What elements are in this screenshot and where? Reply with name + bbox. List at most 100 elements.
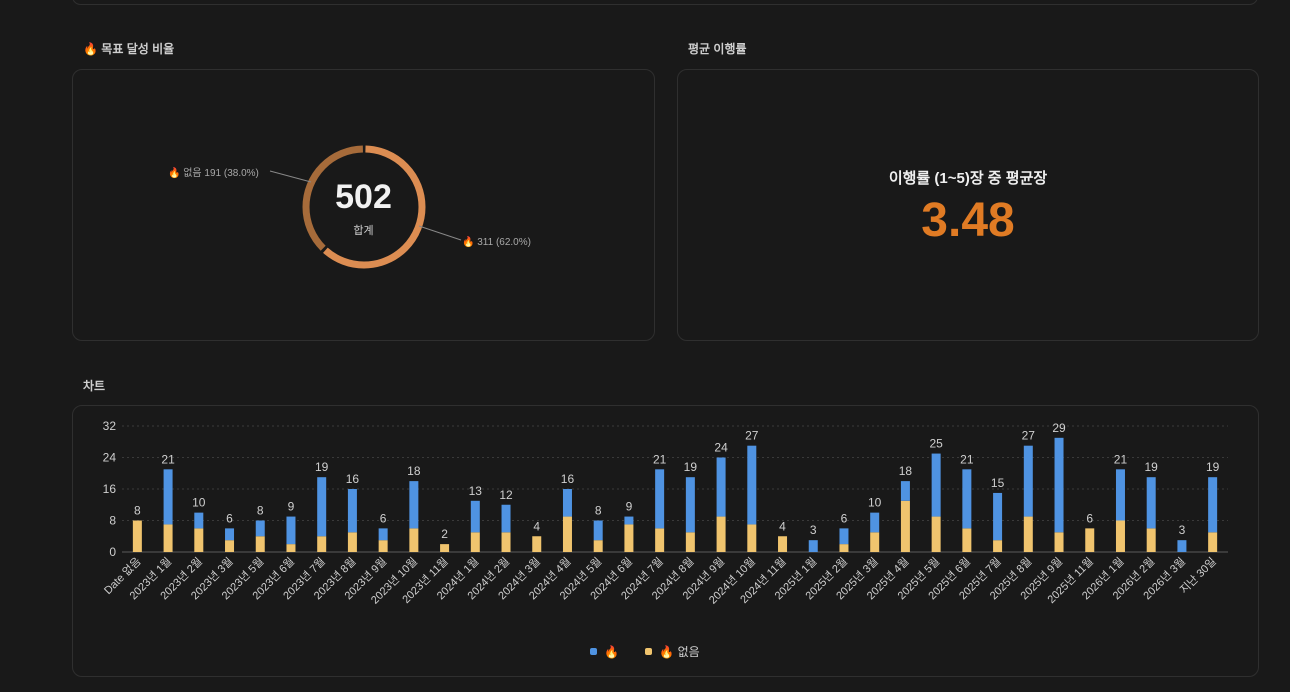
bar-total-label: 19	[1206, 460, 1220, 474]
bar-segment-none[interactable]	[163, 524, 173, 552]
bar-segment-fire[interactable]	[993, 492, 1003, 541]
bar-total-label: 6	[380, 511, 387, 525]
bar-segment-none[interactable]	[409, 528, 419, 552]
bar-segment-none[interactable]	[993, 540, 1003, 552]
bar-segment-none[interactable]	[1208, 532, 1218, 552]
bar-total-label: 2	[441, 527, 448, 541]
bar-segment-fire[interactable]	[962, 469, 972, 529]
bar-segment-fire[interactable]	[716, 457, 726, 517]
bar-segment-none[interactable]	[593, 540, 603, 552]
bar-segment-fire[interactable]	[931, 453, 941, 517]
bar-total-label: 21	[161, 452, 175, 466]
bar-segment-fire[interactable]	[655, 469, 665, 529]
bar-total-label: 8	[257, 504, 264, 518]
bar-segment-fire[interactable]	[286, 516, 296, 545]
donut-chart: 🔥 없음 191 (38.0%) 🔥 311 (62.0%)	[168, 145, 531, 269]
bar-total-label: 3	[1179, 523, 1186, 537]
y-tick-label: 16	[103, 482, 117, 496]
bar-total-label: 8	[134, 504, 141, 518]
bar-total-label: 19	[1145, 460, 1159, 474]
bar-total-label: 6	[1086, 511, 1093, 525]
bar-segment-fire[interactable]	[562, 489, 572, 517]
bar-segment-none[interactable]	[962, 528, 972, 552]
bar-segment-none[interactable]	[255, 536, 265, 552]
bar-segment-fire[interactable]	[624, 516, 634, 525]
bar-segment-none[interactable]	[562, 516, 572, 552]
bar-total-label: 18	[407, 464, 421, 478]
bar-segment-none[interactable]	[870, 532, 880, 552]
bar-segment-fire[interactable]	[317, 477, 327, 537]
bar-total-label: 10	[192, 496, 206, 510]
bar-segment-fire[interactable]	[194, 512, 204, 529]
bar-segment-none[interactable]	[132, 520, 142, 553]
bar-segment-fire[interactable]	[808, 540, 818, 552]
bar-segment-fire[interactable]	[839, 528, 849, 545]
bar-segment-fire[interactable]	[685, 477, 695, 533]
bar-segment-none[interactable]	[532, 536, 542, 552]
donut-segment-none[interactable]	[302, 145, 426, 269]
donut-segment-fire[interactable]	[302, 145, 426, 269]
bar-segment-none[interactable]	[501, 532, 511, 552]
bar-segment-fire[interactable]	[347, 489, 357, 533]
bar-total-label: 4	[533, 519, 540, 533]
bar-total-label: 12	[499, 488, 513, 502]
bar-segment-fire[interactable]	[1023, 445, 1033, 517]
bar-total-label: 3	[810, 523, 817, 537]
bar-total-label: 10	[868, 496, 882, 510]
chart-section-title: 차트	[83, 379, 106, 393]
bar-segment-fire[interactable]	[1054, 437, 1064, 533]
bar-segment-none[interactable]	[317, 536, 327, 552]
bar-total-label: 18	[899, 464, 913, 478]
bar-segment-none[interactable]	[194, 528, 204, 552]
bar-segment-none[interactable]	[1085, 528, 1095, 552]
bar-segment-none[interactable]	[1054, 532, 1064, 552]
bar-segment-fire[interactable]	[900, 481, 910, 501]
bar-segment-fire[interactable]	[1115, 469, 1125, 521]
bar-segment-fire[interactable]	[470, 500, 480, 533]
bar-segment-none[interactable]	[900, 500, 910, 552]
bar-segment-none[interactable]	[378, 540, 388, 552]
donut-total-value: 502	[335, 178, 392, 216]
bar-segment-none[interactable]	[839, 544, 849, 552]
donut-label-none: 🔥 없음 191 (38.0%)	[168, 166, 259, 179]
bar-segment-fire[interactable]	[593, 520, 603, 541]
y-tick-label: 32	[103, 419, 117, 433]
bar-segment-fire[interactable]	[1146, 477, 1156, 529]
bar-total-label: 21	[1114, 452, 1128, 466]
bar-segment-none[interactable]	[347, 532, 357, 552]
bar-total-label: 16	[561, 472, 575, 486]
legend-item-fire[interactable]: 🔥	[590, 643, 619, 660]
bar-segment-none[interactable]	[655, 528, 665, 552]
bar-segment-none[interactable]	[286, 544, 296, 552]
bar-segment-none[interactable]	[225, 540, 235, 552]
bar-segment-fire[interactable]	[747, 445, 757, 525]
bar-segment-none[interactable]	[685, 532, 695, 552]
bar-segment-none[interactable]	[624, 524, 634, 552]
bar-segment-none[interactable]	[470, 532, 480, 552]
donut-label-leader-fire	[418, 225, 462, 241]
bar-total-label: 19	[315, 460, 329, 474]
y-tick-label: 24	[103, 451, 117, 465]
bar-segment-fire[interactable]	[409, 481, 419, 529]
bar-segment-none[interactable]	[1115, 520, 1125, 553]
bar-segment-none[interactable]	[716, 516, 726, 552]
bar-segment-fire[interactable]	[1208, 477, 1218, 533]
bar-total-label: 27	[745, 429, 759, 443]
bar-segment-fire[interactable]	[1177, 540, 1187, 552]
avg-section-title: 평균 이행률	[688, 42, 747, 56]
bar-segment-fire[interactable]	[163, 469, 173, 525]
bar-segment-fire[interactable]	[225, 528, 235, 541]
bar-segment-none[interactable]	[747, 524, 757, 552]
bar-total-label: 8	[595, 504, 602, 518]
bar-segment-fire[interactable]	[378, 528, 388, 541]
bar-segment-fire[interactable]	[501, 504, 511, 533]
bar-segment-none[interactable]	[1023, 516, 1033, 552]
bar-segment-fire[interactable]	[255, 520, 265, 537]
avg-label: 이행률 (1~5)장 중 평균장	[888, 170, 1048, 187]
bar-segment-fire[interactable]	[870, 512, 880, 533]
bar-segment-none[interactable]	[440, 544, 450, 552]
bar-segment-none[interactable]	[931, 516, 941, 552]
bar-segment-none[interactable]	[778, 536, 788, 552]
legend-item-none[interactable]: 🔥 없음	[645, 643, 700, 660]
bar-segment-none[interactable]	[1146, 528, 1156, 552]
